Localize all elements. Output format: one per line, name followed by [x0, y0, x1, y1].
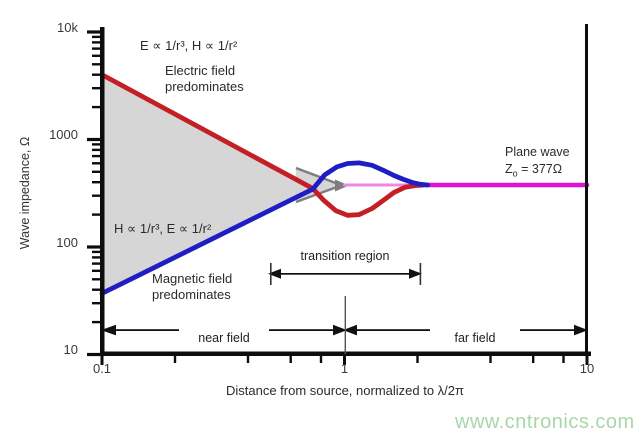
y-minor-tick: [92, 54, 104, 57]
electric-formula-label: E ∝ 1/r³, H ∝ 1/r²: [140, 38, 238, 53]
magnetic-region-line1: Magnetic field: [152, 271, 233, 286]
x-minor-tick: [562, 356, 565, 363]
electric-field-impedance-line: [99, 72, 426, 218]
y-axis-line: [100, 27, 105, 356]
y-minor-tick: [92, 154, 104, 158]
y-tick-label-1000: 1000: [49, 127, 78, 142]
y-minor-tick: [92, 105, 104, 109]
y-minor-tick: [92, 320, 104, 324]
electric-region-label: Electric field predominates: [165, 63, 244, 94]
transition-left-arrowhead-icon: [268, 268, 281, 279]
y-minor-tick: [92, 288, 104, 291]
y-minor-tick: [92, 143, 104, 146]
y-tick-label-10: 10: [63, 342, 78, 357]
far-field-label: far field: [430, 329, 520, 347]
y-minor-tick: [92, 269, 104, 272]
ideal-arrowhead-icon: [335, 179, 349, 192]
y-minor-tick: [92, 87, 104, 90]
y-tick-label-100: 100: [56, 235, 78, 250]
electric-region-line1: Electric field: [165, 63, 236, 78]
far-field-left-arrowhead-icon: [343, 324, 357, 336]
y-minor-tick: [92, 250, 104, 254]
x-minor-tick: [289, 356, 292, 363]
magnetic-region-line2: predominates: [152, 286, 231, 302]
electric-region-line2: predominates: [165, 78, 244, 94]
y-minor-tick: [92, 73, 104, 76]
x-major-tick: [100, 356, 104, 365]
series-lines: [99, 72, 590, 296]
near-field-right-arrowhead-icon: [333, 324, 347, 336]
y-minor-tick: [92, 213, 104, 216]
y-tick-label-10k: 10k: [57, 20, 78, 35]
y-minor-tick: [92, 63, 104, 66]
x-tick-label-10: 10: [579, 361, 595, 376]
magnetic-region-label: Magnetic field predominates: [152, 271, 232, 302]
y-minor-tick: [92, 262, 104, 265]
y-minor-tick: [92, 302, 104, 305]
plane-wave-line2: Zo = 377Ω: [505, 161, 570, 182]
field-boundary-marker-line: [344, 296, 346, 354]
x-minor-tick: [416, 356, 419, 363]
y-major-tick: [87, 30, 104, 34]
watermark: www.cntronics.com: [455, 411, 635, 433]
plane-wave-label: Plane wave Zo = 377Ω: [505, 144, 570, 182]
plane-wave-z: Z: [505, 161, 513, 176]
x-axis-title: Distance from source, normalized to λ/2π: [225, 383, 464, 398]
y-minor-tick: [92, 194, 104, 197]
y-major-tick: [87, 245, 104, 249]
axis-ticks: [87, 30, 589, 365]
magnetic-formula-label: H ∝ 1/r³, E ∝ 1/r²: [114, 221, 212, 236]
x-major-tick: [343, 356, 346, 365]
y-minor-tick: [92, 278, 104, 281]
y-minor-tick: [92, 41, 104, 44]
y-minor-tick: [92, 170, 104, 173]
y-minor-tick: [92, 256, 104, 259]
y-major-tick: [87, 137, 104, 142]
plane-wave-z-subscript: o: [512, 168, 518, 178]
x-minor-tick: [489, 356, 492, 363]
y-minor-tick: [92, 148, 104, 152]
ideal-electric-line: [295, 166, 338, 185]
x-major-tick: [585, 356, 589, 365]
y-minor-tick: [92, 181, 104, 184]
x-minor-tick: [532, 356, 535, 363]
y-minor-tick: [92, 35, 104, 39]
x-minor-tick: [319, 356, 323, 363]
near-field-left-arrowhead-icon: [101, 324, 116, 336]
transition-arrow-line: [272, 273, 418, 275]
x-minor-tick: [173, 356, 177, 363]
x-minor-tick: [246, 356, 250, 363]
near-field-label: near field: [179, 329, 269, 347]
far-field-right-arrowhead-icon: [574, 324, 588, 336]
transition-right-bound-bar: [419, 263, 422, 285]
y-major-tick: [87, 352, 104, 357]
transition-right-arrowhead-icon: [409, 268, 422, 279]
y-axis-title: Wave impedance, Ω: [18, 136, 32, 250]
plane-wave-z-value: = 377Ω: [517, 161, 563, 176]
y-minor-tick: [92, 47, 104, 50]
x-tick-label-0.1: 0.1: [92, 361, 112, 376]
transition-left-bound-bar: [270, 263, 272, 285]
x-tick-label-1: 1: [340, 361, 349, 376]
right-axis-line: [585, 24, 588, 356]
magnetic-field-impedance-line: [99, 160, 430, 296]
plane-wave-line1: Plane wave: [505, 145, 570, 159]
transition-region-arrow: [268, 263, 422, 285]
near-field-shaded-region: [102, 74, 313, 294]
transition-region-label: transition region: [300, 249, 390, 263]
y-minor-tick: [92, 162, 104, 165]
